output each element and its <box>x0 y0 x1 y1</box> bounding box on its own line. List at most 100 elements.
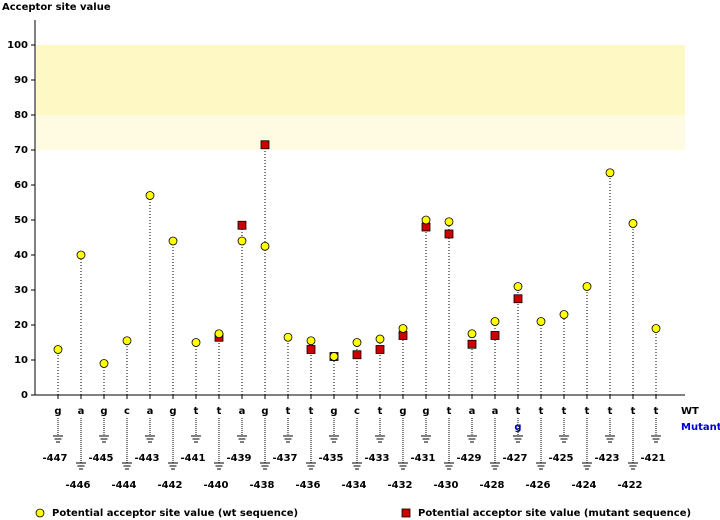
y-tick-label: 30 <box>14 285 28 296</box>
mutant-point <box>375 345 385 354</box>
wt-base: g <box>422 406 429 417</box>
wt-point <box>145 191 155 200</box>
position-label: -428 <box>479 480 504 491</box>
wt-base: g <box>100 406 107 417</box>
wt-point <box>191 338 201 347</box>
wt-base: c <box>124 406 130 417</box>
position-label: -441 <box>180 453 205 464</box>
position-label: -422 <box>617 480 642 491</box>
mutant-point <box>237 220 247 230</box>
wt-base: a <box>78 406 85 417</box>
position-label: -445 <box>88 453 113 464</box>
y-tick-label: 60 <box>14 180 28 191</box>
legend-label: Potential acceptor site value (wt sequen… <box>52 508 298 519</box>
legend-label: Potential acceptor site value (mutant se… <box>418 508 691 519</box>
position-label: -439 <box>226 453 251 464</box>
wt-point <box>306 336 316 346</box>
wt-point <box>283 332 293 342</box>
position-label: -444 <box>111 480 136 491</box>
wt-base: t <box>585 406 590 417</box>
position-label: -423 <box>594 453 619 464</box>
wt-point <box>329 352 339 361</box>
position-label: -436 <box>295 480 320 491</box>
position-label: -429 <box>456 453 481 464</box>
position-label: -443 <box>134 453 159 464</box>
wt-base: g <box>54 406 61 417</box>
position-label: -425 <box>548 453 573 464</box>
wt-point <box>605 168 615 178</box>
position-label: -435 <box>318 453 343 464</box>
legend-marker <box>401 508 411 518</box>
position-label: -424 <box>571 480 596 491</box>
wt-base: c <box>354 406 360 417</box>
wt-base: a <box>239 406 246 417</box>
wt-point <box>582 282 592 291</box>
y-tick-label: 20 <box>14 320 28 331</box>
position-label: -442 <box>157 480 182 491</box>
position-label: -447 <box>42 453 67 464</box>
y-tick-label: 10 <box>14 355 28 366</box>
wt-point <box>444 217 454 227</box>
wt-base: t <box>631 406 636 417</box>
wt-base: a <box>492 406 499 417</box>
mutant-point <box>444 229 454 239</box>
y-tick-label: 0 <box>21 390 28 401</box>
position-label: -438 <box>249 480 274 491</box>
wt-base: t <box>516 406 521 417</box>
wt-base: g <box>330 406 337 417</box>
wt-point <box>467 329 477 339</box>
mutant-point <box>260 140 270 150</box>
position-label: -440 <box>203 480 228 491</box>
position-label: -432 <box>387 480 412 491</box>
threshold-band <box>36 45 685 115</box>
wt-point <box>559 310 569 319</box>
wt-point <box>99 359 109 368</box>
wt-point <box>398 324 408 333</box>
mutant-point <box>513 294 523 304</box>
wt-base: g <box>261 406 268 417</box>
wt-point <box>513 282 523 291</box>
mutant-point <box>306 345 316 354</box>
position-label: -430 <box>433 480 458 491</box>
wt-point <box>214 329 224 339</box>
wt-base: g <box>169 406 176 417</box>
mutant-point <box>490 331 500 340</box>
wt-point <box>375 334 385 344</box>
y-tick-label: 100 <box>7 40 28 51</box>
mutant-row-label: Mutant <box>681 422 720 433</box>
wt-point <box>421 215 431 225</box>
wt-point <box>352 338 362 347</box>
wt-point <box>536 317 546 326</box>
position-label: -431 <box>410 453 435 464</box>
wt-point <box>76 250 86 260</box>
wt-point <box>122 336 132 346</box>
wt-row-label: WT <box>681 406 699 417</box>
wt-point <box>237 236 247 246</box>
wt-point <box>628 219 638 228</box>
wt-point <box>260 241 270 251</box>
wt-point <box>490 317 500 326</box>
wt-base: t <box>194 406 199 417</box>
wt-point <box>651 324 661 333</box>
y-tick-label: 50 <box>14 215 28 226</box>
wt-base: t <box>562 406 567 417</box>
y-tick-label: 40 <box>14 250 28 261</box>
wt-base: a <box>147 406 154 417</box>
wt-base: t <box>309 406 314 417</box>
y-tick-label: 70 <box>14 145 28 156</box>
y-axis-label: Acceptor site value <box>2 2 111 13</box>
position-label: -426 <box>525 480 550 491</box>
wt-base: t <box>217 406 222 417</box>
wt-base: t <box>286 406 291 417</box>
wt-point <box>53 345 63 354</box>
legend-marker <box>35 508 45 518</box>
wt-base: t <box>539 406 544 417</box>
position-label: -427 <box>502 453 527 464</box>
wt-base: t <box>608 406 613 417</box>
position-label: -421 <box>640 453 665 464</box>
y-tick-label: 80 <box>14 110 28 121</box>
wt-base: t <box>654 406 659 417</box>
mutant-point <box>352 350 362 360</box>
wt-base: g <box>399 406 406 417</box>
